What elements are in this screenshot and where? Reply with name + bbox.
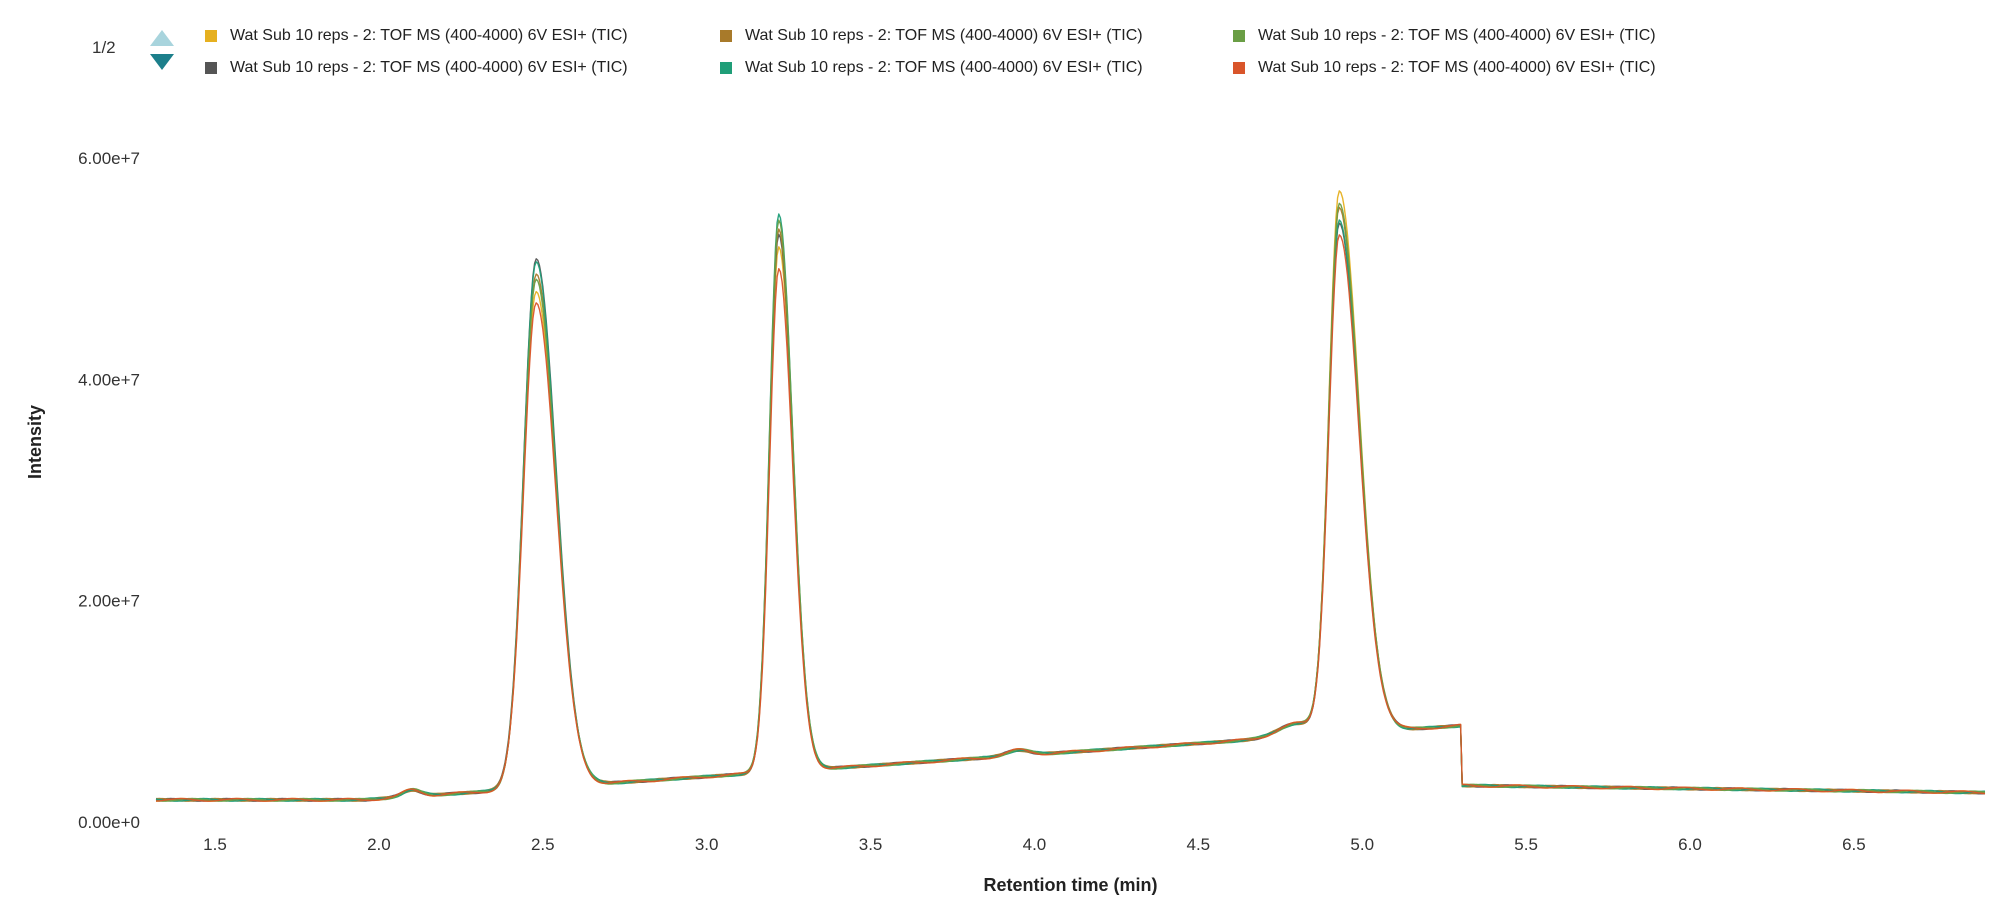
x-tick-label: 4.5 [1187, 835, 1211, 854]
legend-label: Wat Sub 10 reps - 2: TOF MS (400-4000) 6… [230, 27, 628, 44]
legend-swatch [205, 62, 217, 74]
series-line [155, 202, 1986, 802]
y-tick-label: 6.00e+7 [78, 149, 140, 168]
x-tick-label: 4.0 [1023, 835, 1047, 854]
legend-label: Wat Sub 10 reps - 2: TOF MS (400-4000) 6… [230, 59, 628, 76]
x-tick-label: 6.5 [1842, 835, 1866, 854]
x-tick-label: 1.5 [203, 835, 227, 854]
page-indicator: 1/2 [92, 38, 116, 57]
legend-swatch [720, 30, 732, 42]
x-tick-label: 3.0 [695, 835, 719, 854]
series-line [155, 222, 1986, 802]
x-tick-label: 5.5 [1514, 835, 1538, 854]
legend-page-up-icon[interactable] [150, 30, 174, 46]
legend-swatch [1233, 30, 1245, 42]
legend-item[interactable]: Wat Sub 10 reps - 2: TOF MS (400-4000) 6… [1233, 59, 1656, 77]
legend-item[interactable]: Wat Sub 10 reps - 2: TOF MS (400-4000) 6… [1233, 27, 1656, 45]
legend-item[interactable]: Wat Sub 10 reps - 2: TOF MS (400-4000) 6… [720, 59, 1143, 77]
x-tick-label: 5.0 [1350, 835, 1374, 854]
legend-page-down-icon[interactable] [150, 54, 174, 70]
legend-item[interactable]: Wat Sub 10 reps - 2: TOF MS (400-4000) 6… [205, 27, 628, 45]
series-line [155, 234, 1986, 802]
x-tick-label: 6.0 [1678, 835, 1702, 854]
x-tick-label: 2.5 [531, 835, 555, 854]
legend-swatch [720, 62, 732, 74]
y-tick-label: 0.00e+0 [78, 813, 140, 832]
series-line [155, 213, 1985, 802]
legend-item[interactable]: Wat Sub 10 reps - 2: TOF MS (400-4000) 6… [205, 59, 628, 77]
legend-label: Wat Sub 10 reps - 2: TOF MS (400-4000) 6… [745, 27, 1143, 44]
series-line [155, 190, 1986, 802]
legend-label: Wat Sub 10 reps - 2: TOF MS (400-4000) 6… [1258, 27, 1656, 44]
y-tick-label: 2.00e+7 [78, 592, 140, 611]
legend-item[interactable]: Wat Sub 10 reps - 2: TOF MS (400-4000) 6… [720, 27, 1143, 45]
legend-swatch [1233, 62, 1245, 74]
legend-label: Wat Sub 10 reps - 2: TOF MS (400-4000) 6… [745, 59, 1143, 76]
y-axis-title: Intensity [25, 405, 45, 479]
legend-swatch [205, 30, 217, 42]
y-tick-label: 4.00e+7 [78, 370, 140, 389]
x-tick-label: 2.0 [367, 835, 391, 854]
x-tick-label: 3.5 [859, 835, 883, 854]
series-line [156, 206, 1986, 802]
legend-label: Wat Sub 10 reps - 2: TOF MS (400-4000) 6… [1258, 59, 1656, 76]
x-axis-title: Retention time (min) [984, 875, 1158, 895]
